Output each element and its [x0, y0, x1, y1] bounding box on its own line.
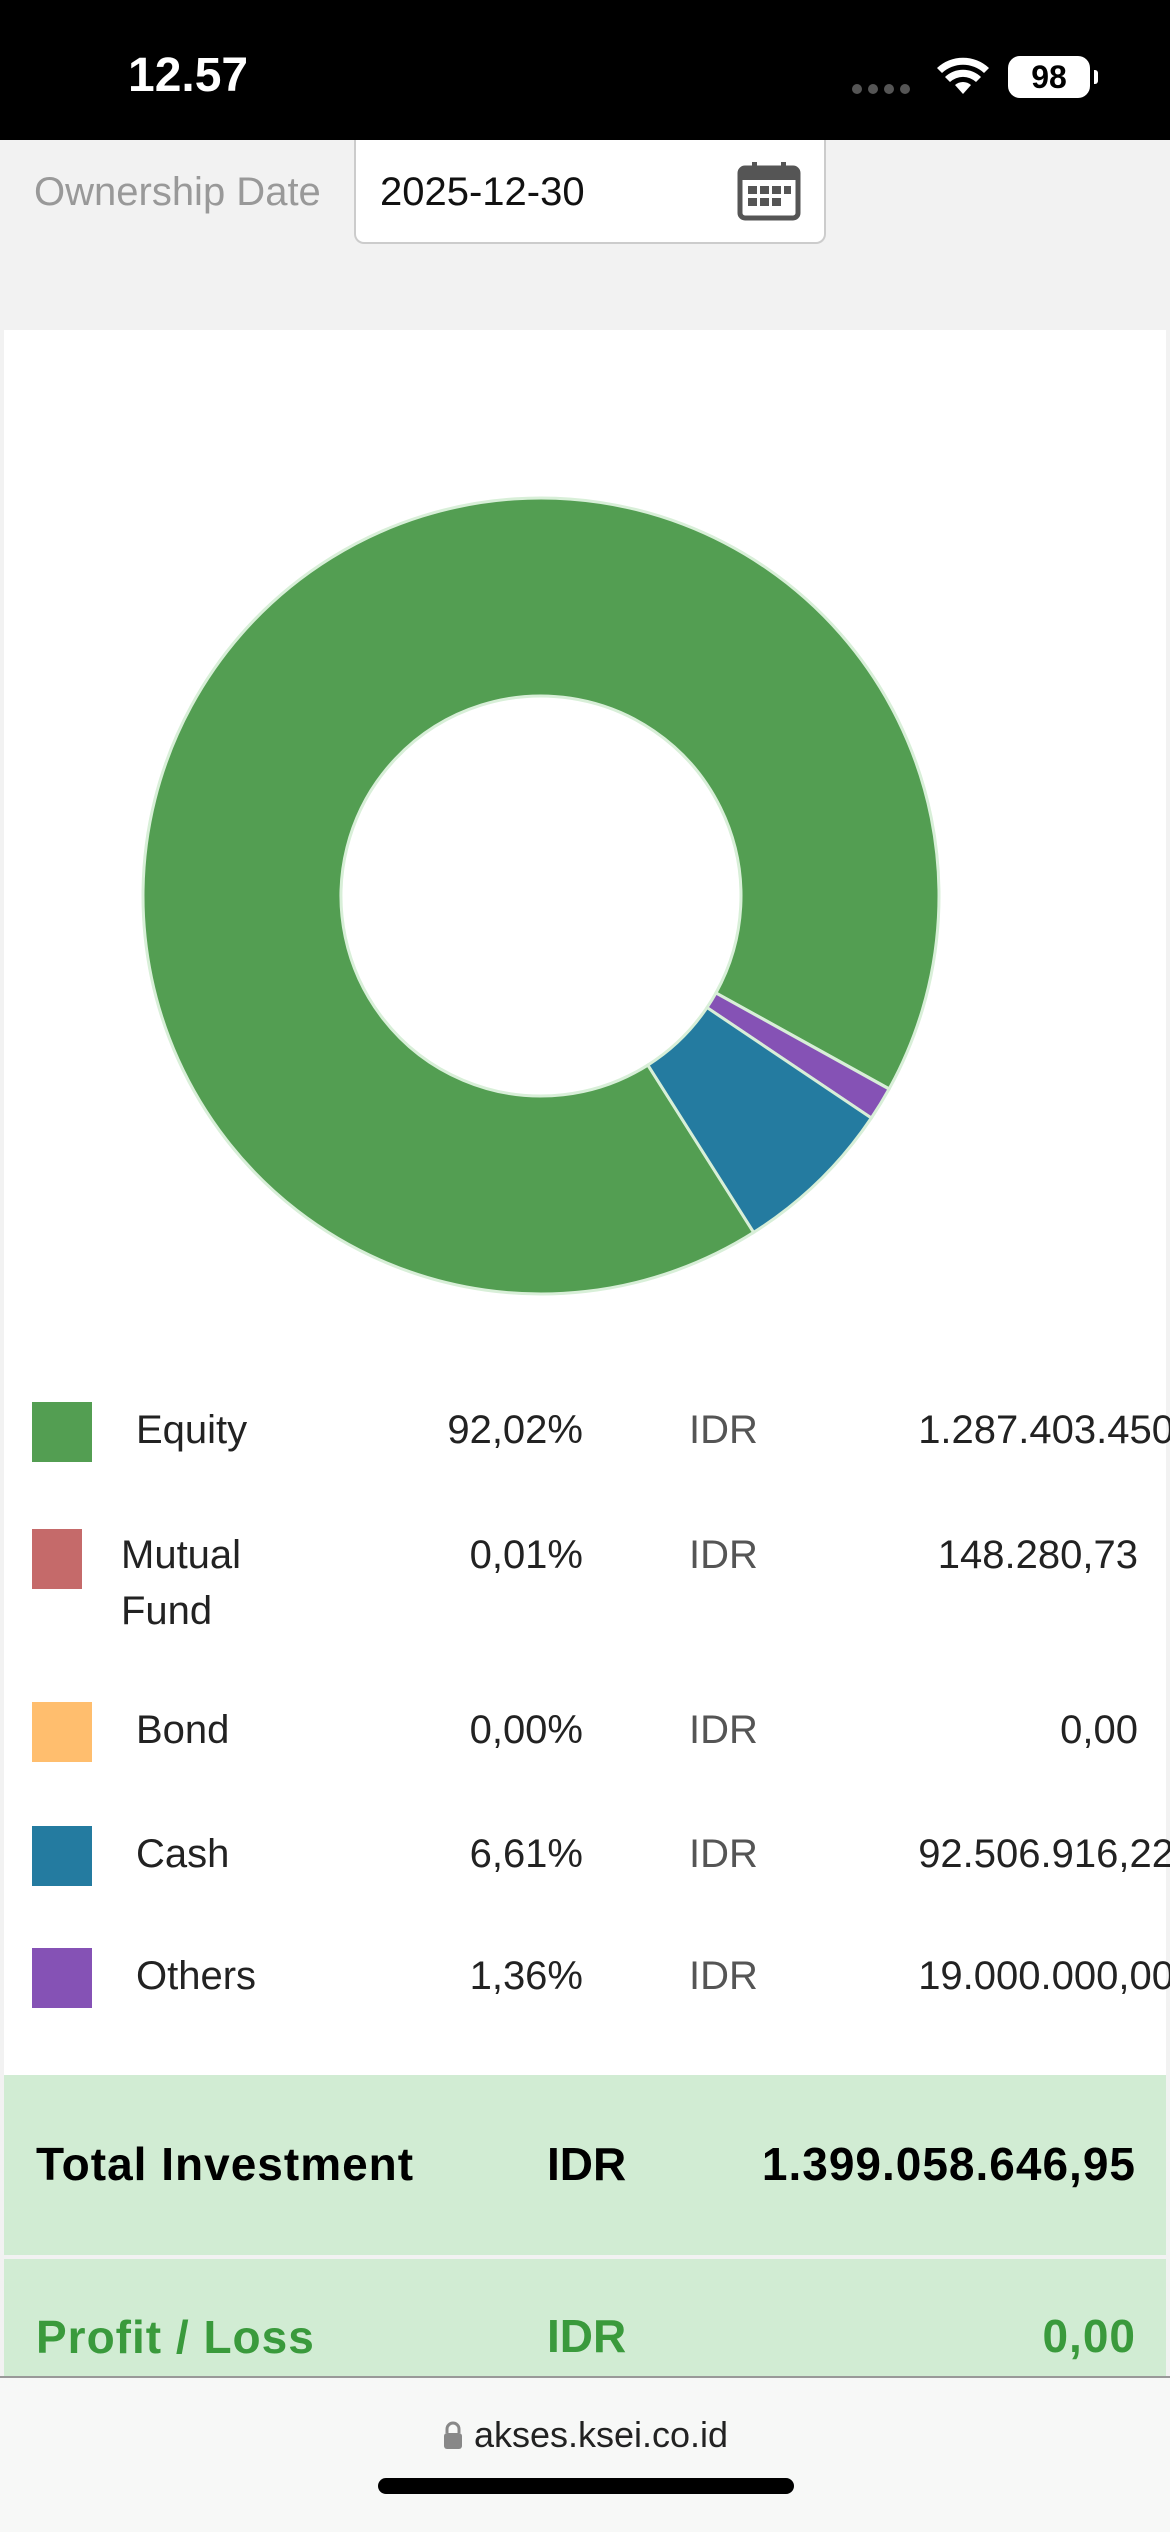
legend-currency: IDR: [689, 1708, 758, 1752]
home-indicator[interactable]: [378, 2478, 794, 2494]
legend-label: Cash: [136, 1832, 230, 1876]
legend-percent: 92,02%: [447, 1408, 583, 1452]
legend-amount: 148.280,73: [937, 1533, 1138, 1577]
address-bar[interactable]: akses.ksei.co.id: [0, 2414, 1170, 2456]
ownership-date-label: Ownership Date: [34, 170, 321, 214]
url-text: akses.ksei.co.id: [473, 2414, 729, 2455]
calendar-icon[interactable]: [736, 160, 802, 222]
legend-row-mutual-fund: Mutual Fund 0,01% IDR 148.280,73: [0, 1527, 1170, 1633]
legend-percent: 1,36%: [469, 1954, 583, 1998]
legend-percent: 0,00%: [469, 1708, 583, 1752]
legend-swatch: [32, 1826, 92, 1886]
total-investment-row: Total Investment IDR 1.399.058.646,95: [4, 2075, 1166, 2255]
legend-currency: IDR: [689, 1954, 758, 1998]
legend-percent: 6,61%: [469, 1832, 583, 1876]
legend-label: Mutual Fund: [121, 1533, 242, 1633]
profit-amount: 0,00: [1042, 2310, 1136, 2362]
browser-bar: akses.ksei.co.id: [0, 2376, 1170, 2532]
legend-currency: IDR: [689, 1832, 758, 1876]
donut-slice-equity[interactable]: [141, 496, 941, 1296]
legend-swatch: [32, 1948, 92, 2008]
cellular-signal-icon: [852, 84, 910, 94]
legend-swatch: [32, 1702, 92, 1762]
portfolio-card: [4, 330, 1166, 2075]
ownership-date-input[interactable]: 2025-12-30: [354, 140, 826, 244]
legend-amount: 0,00: [1060, 1708, 1138, 1752]
ownership-date-row: Ownership Date 2025-12-30: [0, 140, 1170, 330]
status-bar: 12.57 98: [0, 0, 1170, 140]
clock: 12.57: [128, 49, 249, 102]
legend-row-bond: Bond 0,00% IDR 0,00: [0, 1702, 1170, 1782]
legend-row-others: Others 1,36% IDR 19.000.000,00: [0, 1948, 1170, 2028]
legend-label: Bond: [136, 1708, 230, 1752]
legend-swatch: [32, 1402, 92, 1462]
legend-row-equity: Equity 92,02% IDR 1.287.403.450: [0, 1402, 1170, 1482]
total-currency: IDR: [547, 2138, 627, 2190]
legend-swatch: [32, 1529, 82, 1589]
legend-amount: 92.506.916,22: [918, 1832, 1170, 1876]
legend-currency: IDR: [689, 1408, 758, 1452]
legend-label: Equity: [136, 1408, 248, 1452]
wifi-icon: [937, 57, 989, 94]
total-amount: 1.399.058.646,95: [761, 2138, 1136, 2190]
date-value: 2025-12-30: [380, 170, 585, 214]
allocation-donut-chart: [141, 496, 941, 1296]
legend-percent: 0,01%: [469, 1533, 583, 1577]
battery-indicator: 98: [1008, 56, 1098, 98]
profit-currency: IDR: [547, 2310, 627, 2362]
legend-label: Others: [136, 1954, 257, 1998]
legend-row-cash: Cash 6,61% IDR 92.506.916,22: [0, 1826, 1170, 1906]
donut-slice-cash[interactable]: [645, 1005, 874, 1235]
legend-currency: IDR: [689, 1533, 758, 1577]
legend-amount: 19.000.000,00: [918, 1954, 1170, 1998]
total-label: Total Investment: [36, 2138, 415, 2190]
lock-icon: [443, 2421, 462, 2449]
legend-amount: 1.287.403.450: [918, 1408, 1170, 1452]
